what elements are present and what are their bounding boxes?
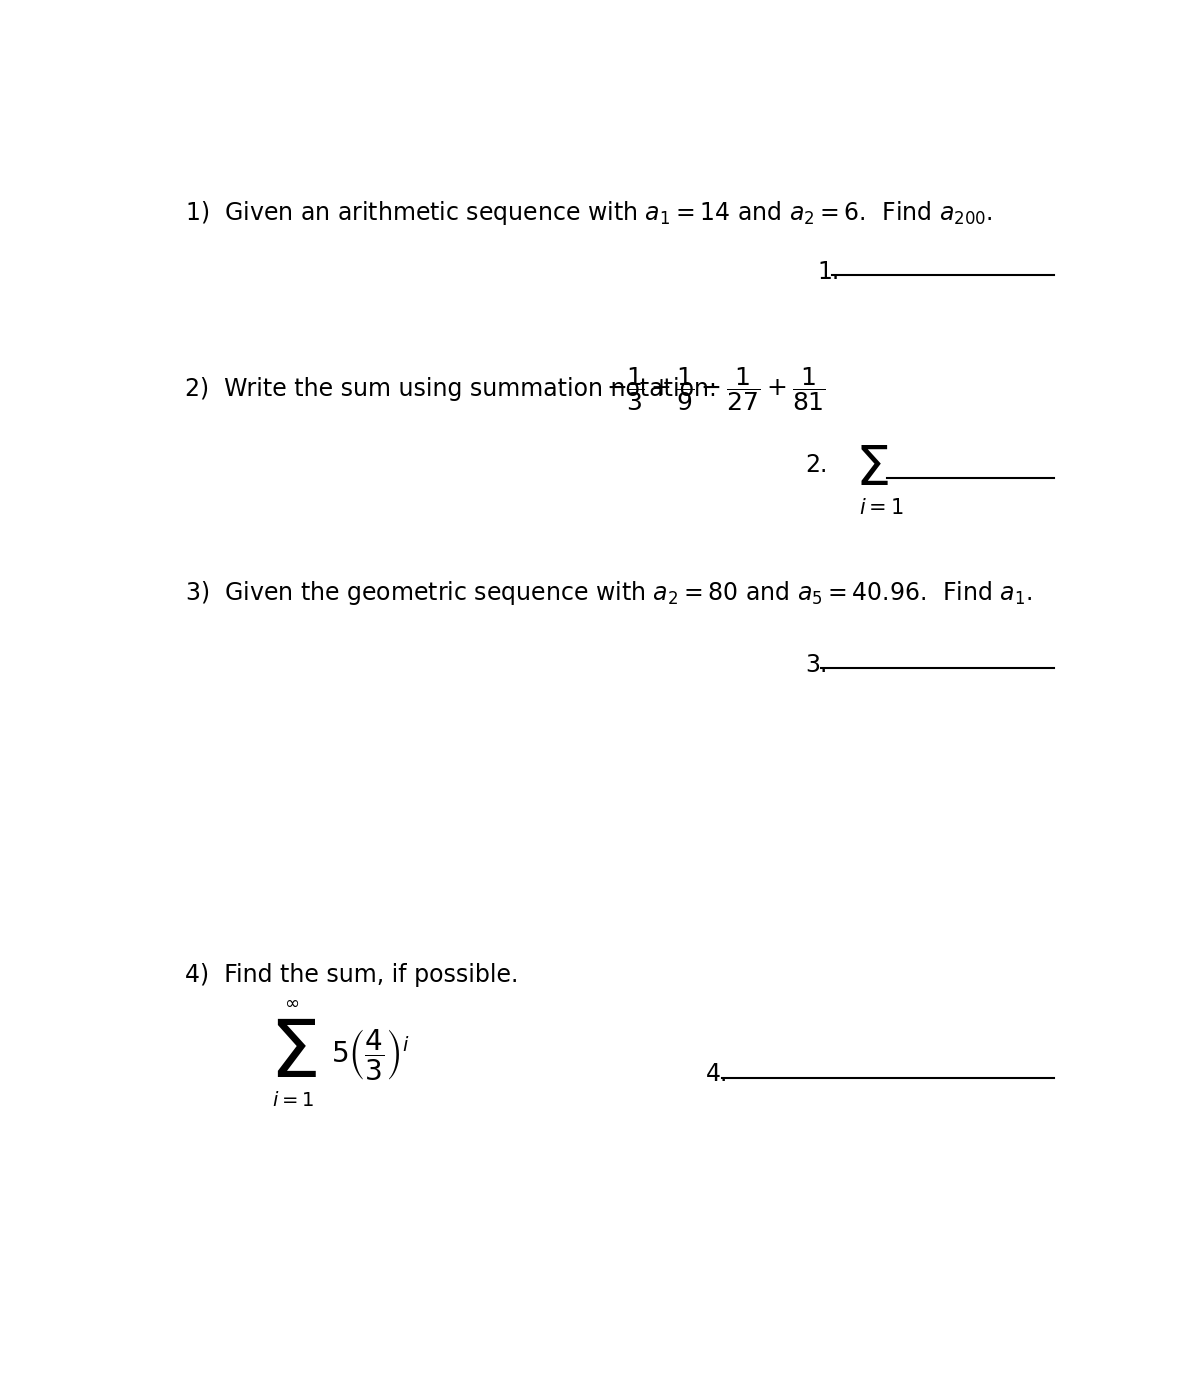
Text: $-\dfrac{1}{3}+\dfrac{1}{9}-\dfrac{1}{27}+\dfrac{1}{81}$: $-\dfrac{1}{3}+\dfrac{1}{9}-\dfrac{1}{27… bbox=[606, 364, 826, 413]
Text: 4)  Find the sum, if possible.: 4) Find the sum, if possible. bbox=[185, 963, 518, 987]
Text: 3.: 3. bbox=[805, 653, 828, 678]
Text: $i = 1$: $i = 1$ bbox=[859, 498, 904, 518]
Text: $\infty$: $\infty$ bbox=[283, 994, 299, 1012]
Text: 3)  Given the geometric sequence with $a_2 = 80$ and $a_5 = 40.96$.  Find $a_1$.: 3) Given the geometric sequence with $a_… bbox=[185, 578, 1033, 607]
Text: $\Sigma$: $\Sigma$ bbox=[269, 1016, 317, 1094]
Text: 2.: 2. bbox=[805, 453, 828, 477]
Text: 1.: 1. bbox=[817, 259, 840, 284]
Text: $5\left(\dfrac{4}{3}\right)^{i}$: $5\left(\dfrac{4}{3}\right)^{i}$ bbox=[331, 1028, 410, 1082]
Text: 1)  Given an arithmetic sequence with $a_1 = 14$ and $a_2 = 6$.  Find $a_{200}$.: 1) Given an arithmetic sequence with $a_… bbox=[185, 200, 994, 228]
Text: $\Sigma$: $\Sigma$ bbox=[854, 443, 888, 497]
Text: $i = 1$: $i = 1$ bbox=[272, 1092, 314, 1110]
Text: 4.: 4. bbox=[706, 1063, 728, 1086]
Text: 2)  Write the sum using summation notation:: 2) Write the sum using summation notatio… bbox=[185, 377, 718, 400]
